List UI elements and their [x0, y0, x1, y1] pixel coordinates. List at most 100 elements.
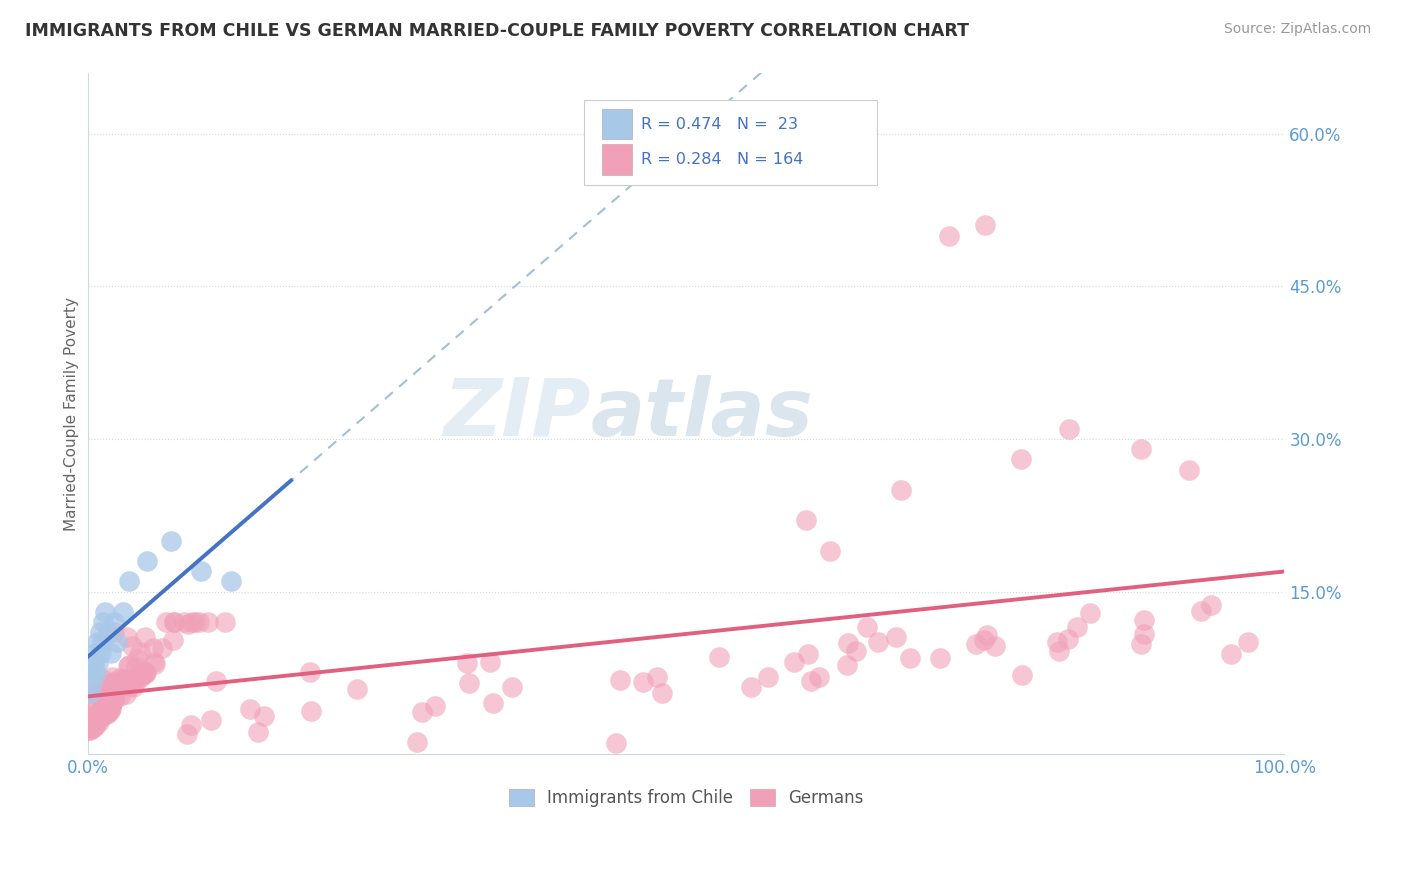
- Point: [98, 701, 121, 715]
- Point: [80, 665, 103, 680]
- Point: [98, 679, 121, 693]
- Point: [96, 701, 118, 715]
- Point: [1047, 643, 1070, 657]
- Y-axis label: Married-Couple Family Poverty: Married-Couple Family Poverty: [65, 297, 79, 531]
- Point: [98, 697, 121, 711]
- Point: [346, 682, 368, 697]
- Point: [142, 640, 165, 655]
- Text: Source: ZipAtlas.com: Source: ZipAtlas.com: [1223, 22, 1371, 37]
- Point: [87, 715, 110, 730]
- Point: [108, 672, 131, 686]
- Text: R = 0.474   N =  23: R = 0.474 N = 23: [641, 117, 797, 132]
- Point: [253, 709, 276, 723]
- Point: [478, 656, 501, 670]
- Point: [837, 658, 859, 673]
- Point: [808, 670, 831, 684]
- Point: [79, 723, 101, 737]
- Point: [82, 721, 104, 735]
- Point: [117, 630, 139, 644]
- Point: [190, 564, 212, 578]
- Point: [125, 660, 148, 674]
- Point: [456, 656, 478, 670]
- Point: [107, 679, 129, 693]
- Point: [96, 705, 118, 719]
- Point: [89, 625, 111, 640]
- Point: [1177, 462, 1199, 476]
- Point: [79, 710, 101, 724]
- Point: [94, 698, 117, 712]
- Point: [118, 657, 141, 672]
- Legend: Immigrants from Chile, Germans: Immigrants from Chile, Germans: [502, 782, 870, 814]
- Point: [115, 687, 138, 701]
- Point: [100, 670, 122, 684]
- Point: [103, 624, 125, 639]
- Point: [142, 655, 165, 669]
- Point: [298, 665, 321, 679]
- Point: [794, 513, 817, 527]
- Point: [180, 718, 202, 732]
- Point: [122, 671, 145, 685]
- Point: [90, 709, 112, 723]
- Point: [898, 650, 921, 665]
- Point: [405, 735, 427, 749]
- FancyBboxPatch shape: [602, 145, 633, 175]
- Point: [1199, 598, 1222, 612]
- Point: [1066, 619, 1088, 633]
- Point: [129, 645, 152, 659]
- Point: [93, 701, 115, 715]
- Point: [1057, 422, 1080, 436]
- FancyBboxPatch shape: [585, 100, 877, 186]
- Point: [90, 635, 112, 649]
- Point: [82, 676, 104, 690]
- Point: [77, 721, 100, 735]
- Point: [136, 554, 159, 568]
- Text: atlas: atlas: [591, 375, 813, 452]
- Point: [131, 668, 153, 682]
- Point: [1129, 638, 1152, 652]
- Point: [756, 670, 779, 684]
- Point: [86, 686, 108, 700]
- Point: [425, 698, 447, 713]
- Point: [104, 679, 127, 693]
- Point: [855, 620, 877, 634]
- Text: R = 0.284   N = 164: R = 0.284 N = 164: [641, 152, 803, 167]
- Point: [1237, 635, 1260, 649]
- Point: [976, 628, 998, 642]
- Point: [100, 646, 122, 660]
- Point: [239, 702, 262, 716]
- Point: [299, 704, 322, 718]
- Point: [127, 652, 149, 666]
- Point: [79, 686, 101, 700]
- Point: [134, 665, 156, 680]
- Point: [134, 666, 156, 681]
- Point: [89, 702, 111, 716]
- Point: [983, 639, 1005, 653]
- Point: [176, 727, 198, 741]
- Point: [929, 651, 952, 665]
- Point: [103, 693, 125, 707]
- Point: [93, 673, 115, 688]
- Point: [134, 630, 156, 644]
- Point: [83, 656, 105, 670]
- Point: [458, 676, 481, 690]
- Point: [609, 673, 631, 688]
- Point: [115, 673, 138, 688]
- Point: [82, 720, 104, 734]
- Point: [77, 719, 100, 733]
- Point: [79, 702, 101, 716]
- Point: [103, 688, 125, 702]
- Point: [1133, 626, 1156, 640]
- Point: [89, 710, 111, 724]
- Point: [117, 659, 139, 673]
- Point: [938, 228, 960, 243]
- Point: [122, 673, 145, 688]
- Point: [110, 690, 132, 704]
- Point: [97, 680, 120, 694]
- Point: [103, 615, 125, 629]
- Point: [100, 699, 122, 714]
- Point: [112, 672, 135, 686]
- Point: [177, 617, 200, 632]
- Point: [1220, 648, 1243, 662]
- Point: [135, 666, 157, 681]
- Point: [163, 615, 186, 629]
